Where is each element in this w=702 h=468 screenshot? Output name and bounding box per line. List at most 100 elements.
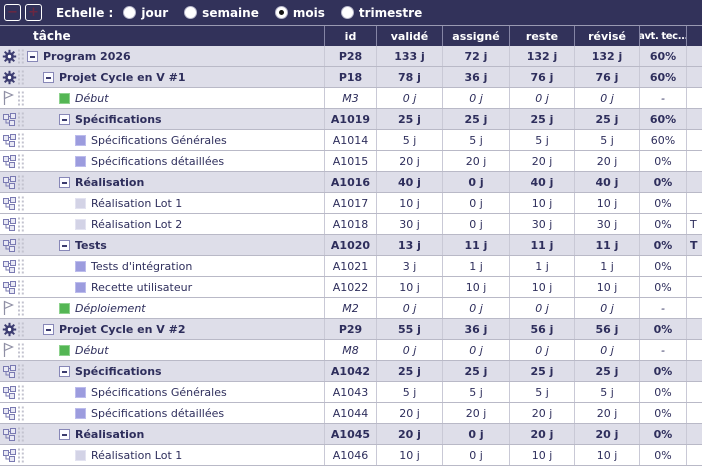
task-row[interactable]: Program 2026 P28 133 j 72 j 132 j 132 j 60% xyxy=(0,46,702,67)
drag-handle-icon[interactable] xyxy=(17,427,25,442)
drag-handle-icon[interactable] xyxy=(17,259,25,274)
radio-button-icon[interactable] xyxy=(184,6,198,19)
drag-handle-icon[interactable] xyxy=(17,406,25,421)
hierarchy-icon[interactable] xyxy=(2,237,17,253)
drag-handle-icon[interactable] xyxy=(17,301,25,316)
drag-handle-icon[interactable] xyxy=(17,322,25,337)
collapse-button[interactable] xyxy=(27,50,38,62)
indent-spacer xyxy=(25,266,75,267)
collapse-button[interactable] xyxy=(59,239,70,251)
hierarchy-icon[interactable] xyxy=(2,153,17,169)
hierarchy-icon[interactable] xyxy=(2,384,17,400)
hierarchy-icon[interactable] xyxy=(2,447,17,463)
gear-icon[interactable] xyxy=(2,69,17,85)
hierarchy-icon[interactable] xyxy=(2,216,17,232)
collapse-button[interactable] xyxy=(43,71,54,83)
scale-option-mois[interactable]: mois xyxy=(274,6,325,20)
drag-handle-icon[interactable] xyxy=(17,364,25,379)
drag-handle-icon[interactable] xyxy=(17,238,25,253)
task-row[interactable]: Spécifications détaillées A1015 20 j 20 j 20… xyxy=(0,151,702,172)
drag-handle-icon[interactable] xyxy=(17,280,25,295)
cell-id: A1016 xyxy=(325,172,377,192)
collapse-button[interactable] xyxy=(59,113,70,125)
gear-icon[interactable] xyxy=(2,321,17,337)
collapse-button[interactable] xyxy=(59,428,70,440)
collapse-button[interactable] xyxy=(59,365,70,377)
scale-option-jour[interactable]: jour xyxy=(123,6,168,20)
drag-handle-icon[interactable] xyxy=(17,343,25,358)
drag-handle-icon[interactable] xyxy=(17,385,25,400)
scale-option-trimestre[interactable]: trimestre xyxy=(340,6,422,20)
cell-avt: 0% xyxy=(640,277,687,297)
cell-assigne: 0 j xyxy=(443,214,510,234)
hierarchy-icon[interactable] xyxy=(2,174,17,190)
cell-valide: 0 j xyxy=(377,88,443,108)
cell-avt: 0% xyxy=(640,382,687,402)
column-header-label[interactable]: tâche xyxy=(0,26,325,46)
flag-icon[interactable] xyxy=(2,90,17,106)
flag-icon[interactable] xyxy=(2,342,17,358)
task-row[interactable]: Spécifications A1042 25 j 25 j 25 j 25 j 0% xyxy=(0,361,702,382)
cell-id: M3 xyxy=(325,88,377,108)
collapse-button[interactable] xyxy=(43,323,54,335)
drag-handle-icon[interactable] xyxy=(17,91,25,106)
drag-handle-icon[interactable] xyxy=(17,196,25,211)
drag-handle-icon[interactable] xyxy=(17,217,25,232)
drag-handle-icon[interactable] xyxy=(17,70,25,85)
gear-icon[interactable] xyxy=(2,48,17,64)
hierarchy-icon[interactable] xyxy=(2,405,17,421)
task-row[interactable]: Spécifications détaillées A1044 20 j 20 j 20… xyxy=(0,403,702,424)
zoom-in-button[interactable]: + xyxy=(25,4,42,21)
drag-handle-icon[interactable] xyxy=(17,133,25,148)
column-header-reste[interactable]: reste xyxy=(510,26,575,46)
task-cell: Recette utilisateur xyxy=(0,277,325,297)
task-row[interactable]: Spécifications A1019 25 j 25 j 25 j 25 j 60% xyxy=(0,109,702,130)
drag-handle-icon[interactable] xyxy=(17,175,25,190)
drag-handle-icon[interactable] xyxy=(17,154,25,169)
radio-button-icon[interactable] xyxy=(340,6,354,19)
scale-option-semaine[interactable]: semaine xyxy=(184,6,259,20)
drag-handle-icon[interactable] xyxy=(17,448,25,463)
column-header-avt[interactable]: avt. tec... xyxy=(640,26,687,46)
column-header-id[interactable]: id xyxy=(325,26,377,46)
column-header-assigne[interactable]: assigné xyxy=(443,26,510,46)
task-row[interactable]: Tests A1020 13 j 11 j 11 j 11 j 0% T xyxy=(0,235,702,256)
cell-extra xyxy=(687,130,702,150)
hierarchy-icon[interactable] xyxy=(2,426,17,442)
radio-button-icon[interactable] xyxy=(123,6,137,19)
hierarchy-icon[interactable] xyxy=(2,111,17,127)
indent-spacer xyxy=(25,371,59,372)
zoom-out-button[interactable]: − xyxy=(4,4,21,21)
flag-icon[interactable] xyxy=(2,300,17,316)
radio-button-icon[interactable] xyxy=(274,6,288,19)
column-header-valide[interactable]: validé xyxy=(377,26,443,46)
hierarchy-icon[interactable] xyxy=(2,195,17,211)
hierarchy-icon[interactable] xyxy=(2,279,17,295)
column-header-revise[interactable]: révisé xyxy=(575,26,640,46)
cell-assigne: 0 j xyxy=(443,340,510,360)
hierarchy-icon[interactable] xyxy=(2,258,17,274)
task-row[interactable]: Recette utilisateur A1022 10 j 10 j 10 j 10 j… xyxy=(0,277,702,298)
hierarchy-icon[interactable] xyxy=(2,363,17,379)
task-cell: Spécifications xyxy=(0,109,325,129)
drag-handle-icon[interactable] xyxy=(17,112,25,127)
hierarchy-icon[interactable] xyxy=(2,132,17,148)
cell-assigne: 5 j xyxy=(443,382,510,402)
task-cell: Déploiement xyxy=(0,298,325,318)
column-header-extra[interactable] xyxy=(687,26,702,46)
drag-handle-icon[interactable] xyxy=(17,49,25,64)
collapse-button[interactable] xyxy=(59,176,70,188)
